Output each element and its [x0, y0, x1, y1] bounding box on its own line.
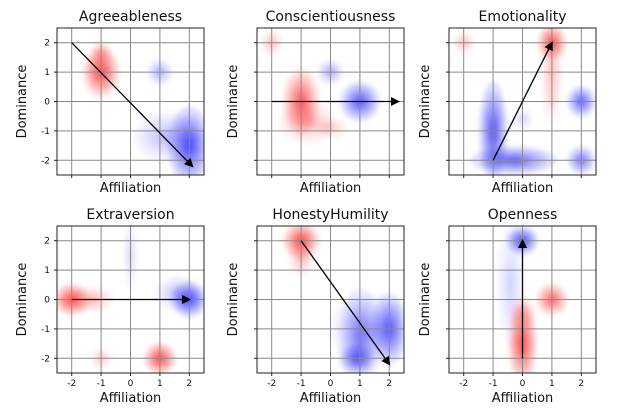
- x-tick-label: 2: [186, 379, 192, 389]
- x-axis-label: Affiliation: [100, 181, 162, 196]
- chart-title: Emotionality: [479, 9, 567, 25]
- chart-panel-agreeableness: Agreeableness -2 -1 0 1 2 Affiliation Dominance: [15, 9, 205, 196]
- chart-panel-emotionality: Emotionality Affiliation Dominance: [418, 9, 597, 196]
- y-axis-label: Dominance: [15, 65, 30, 139]
- y-tick-label: 2: [44, 237, 50, 247]
- x-tick-label: 1: [549, 379, 555, 389]
- grid: [57, 28, 204, 175]
- x-tick-label: -1: [97, 379, 106, 389]
- chart-title: Extraversion: [86, 207, 174, 223]
- y-axis-label: Dominance: [226, 263, 241, 337]
- x-axis-label: Affiliation: [100, 391, 162, 406]
- chart-title: Agreeableness: [79, 9, 182, 25]
- chart-title: Conscientiousness: [266, 9, 396, 25]
- density-layer: [83, 40, 204, 175]
- y-axis-label: Dominance: [418, 65, 433, 139]
- density-contour: [302, 118, 312, 126]
- x-axis-label: Affiliation: [300, 391, 362, 406]
- x-tick-label: -1: [489, 379, 498, 389]
- density-contour: [508, 274, 513, 295]
- y-tick-label: 1: [44, 68, 50, 78]
- blue-density-blob: [156, 275, 199, 312]
- density-layer: [283, 226, 404, 373]
- x-axis-label: Affiliation: [492, 391, 554, 406]
- x-tick-label: -2: [267, 379, 276, 389]
- chart-panel-conscientiousness: Conscientiousness Affiliation Dominance: [226, 9, 405, 196]
- grid: [257, 226, 404, 373]
- y-tick-label: 0: [44, 296, 50, 306]
- x-tick-label: -2: [459, 379, 468, 389]
- density-layer: [453, 28, 596, 175]
- grid: [449, 28, 596, 175]
- chart-panel-openness: Openness -2 -1 0 1 2 Affiliation Dominance: [418, 207, 597, 406]
- y-axis-label: Dominance: [418, 263, 433, 337]
- y-tick-label: 2: [44, 39, 50, 49]
- y-tick-label: -2: [41, 156, 50, 166]
- y-tick-label: -1: [41, 127, 50, 137]
- y-axis-label: Dominance: [15, 263, 30, 337]
- x-tick-label: -1: [297, 379, 306, 389]
- blue-density-blob: [134, 112, 198, 162]
- density-layer: [261, 29, 380, 144]
- x-axis-label: Affiliation: [492, 181, 554, 196]
- blue-density-blob: [567, 146, 596, 175]
- x-tick-label: 1: [157, 379, 163, 389]
- y-tick-label: 1: [44, 266, 50, 276]
- trend-arrow: [300, 240, 391, 366]
- y-tick-label: 0: [44, 98, 50, 108]
- x-tick-label: 2: [386, 379, 392, 389]
- x-tick-label: -2: [67, 379, 76, 389]
- chart-panel-honestyhumility: HonestyHumility -2 -1 0 1 2 Affiliation Dominan…: [226, 207, 405, 406]
- chart-title: HonestyHumility: [272, 207, 388, 223]
- x-tick-label: 0: [520, 379, 526, 389]
- y-tick-label: -2: [41, 354, 50, 364]
- trend-arrow: [492, 41, 553, 161]
- x-tick-label: 1: [357, 379, 363, 389]
- trend-arrow: [71, 42, 194, 168]
- density-contour: [174, 290, 182, 297]
- chart-panel-extraversion: Extraversion -2 -1 0 1 2 -2 -1 0 1 2 Affiliation Dom…: [15, 207, 205, 406]
- y-tick-label: -1: [41, 325, 50, 335]
- density-contour: [160, 132, 172, 141]
- chart-title: Openness: [488, 207, 557, 223]
- x-tick-label: 0: [128, 379, 134, 389]
- x-tick-label: 2: [578, 379, 584, 389]
- x-axis-label: Affiliation: [300, 181, 362, 196]
- x-tick-label: 0: [328, 379, 334, 389]
- y-axis-label: Dominance: [226, 65, 241, 139]
